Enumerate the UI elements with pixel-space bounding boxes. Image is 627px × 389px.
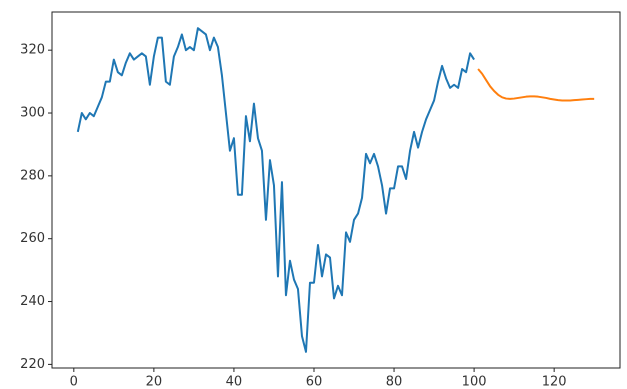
x-tick-label: 20 bbox=[146, 375, 163, 389]
x-tick-label: 100 bbox=[462, 375, 487, 389]
x-tick-label: 80 bbox=[386, 375, 403, 389]
y-tick-label: 220 bbox=[20, 357, 45, 372]
y-tick-label: 240 bbox=[20, 294, 45, 309]
x-tick-label: 60 bbox=[306, 375, 323, 389]
x-tick-label: 0 bbox=[70, 375, 78, 389]
y-tick-label: 320 bbox=[20, 43, 45, 58]
plot-frame bbox=[51, 11, 621, 369]
y-tick-label: 260 bbox=[20, 231, 45, 246]
data-line bbox=[76, 27, 475, 353]
x-tick-label: 40 bbox=[226, 375, 243, 389]
y-tick-label: 280 bbox=[20, 168, 45, 183]
y-tick-label: 300 bbox=[20, 106, 45, 121]
x-tick-label: 120 bbox=[542, 375, 567, 389]
data-line bbox=[477, 68, 595, 102]
